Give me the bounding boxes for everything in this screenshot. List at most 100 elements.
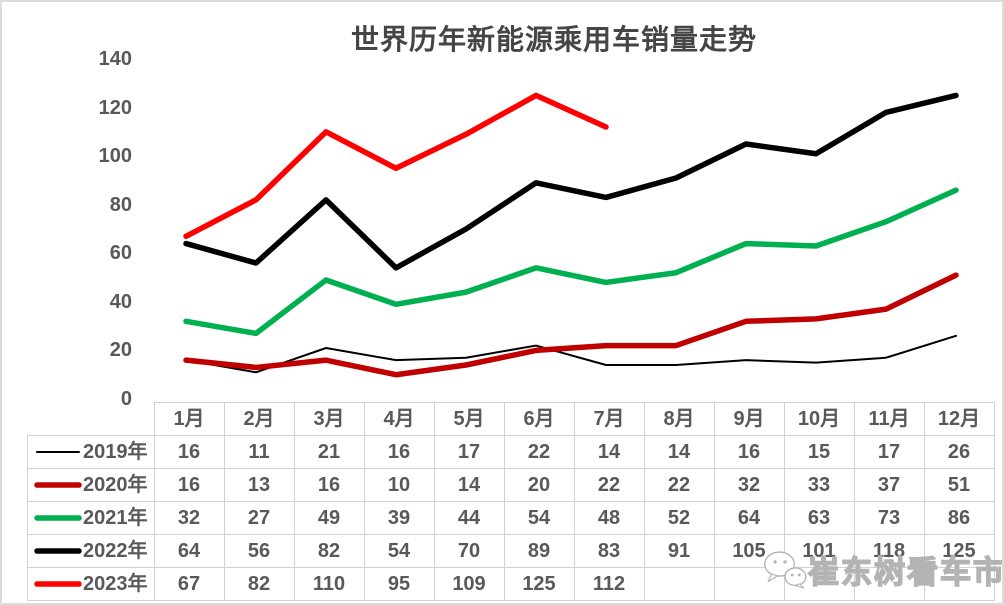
legend-year-label: 2019年	[83, 441, 148, 463]
legend-entry: 2019年	[28, 437, 153, 468]
month-header-cell: 5月	[433, 402, 505, 436]
table-row-2019: 2019年 16 11 21 16 17 22 14 14 16 15 17 26	[27, 435, 995, 469]
y-axis-label: 60	[109, 242, 132, 265]
legend-entry: 2022年	[28, 536, 153, 567]
value-cell: 16	[713, 435, 785, 469]
value-cell: 70	[433, 534, 505, 568]
month-header-row: 1月 2月 3月 4月 5月 6月 7月 8月 9月 10月 11月 12月	[28, 402, 995, 436]
value-cell: 22	[643, 468, 715, 502]
month-header-cell: 7月	[573, 402, 645, 436]
value-cell: 22	[503, 435, 575, 469]
value-cell: 26	[923, 435, 995, 469]
value-cell: 125	[503, 567, 575, 601]
month-header-cell: 3月	[293, 402, 365, 436]
value-cell: 54	[363, 534, 435, 568]
legend-line-icon	[34, 482, 82, 488]
table-row-2021: 2021年 32 27 49 39 44 54 48 52 64 63 73 86	[27, 501, 995, 535]
value-cell: 15	[783, 435, 855, 469]
value-cell: 52	[643, 501, 715, 535]
value-cell: 118	[853, 534, 925, 568]
value-cell: 56	[223, 534, 295, 568]
value-cell: 14	[573, 435, 645, 469]
data-table: 1月 2月 3月 4月 5月 6月 7月 8月 9月 10月 11月 12月 2019年 16 11 21 16…	[27, 402, 995, 601]
value-cell: 32	[153, 501, 225, 535]
value-cell: 16	[293, 468, 365, 502]
value-cell: 32	[713, 468, 785, 502]
value-cell: 17	[433, 435, 505, 469]
legend-year-label: 2020年	[83, 474, 148, 496]
series-line-2020	[183, 272, 959, 378]
y-axis-label: 40	[109, 290, 132, 313]
legend-line-icon	[34, 581, 82, 587]
value-cell: 16	[153, 468, 225, 502]
value-cell: 73	[853, 501, 925, 535]
value-cell: 20	[503, 468, 575, 502]
value-cell: 64	[713, 501, 785, 535]
value-cell: 54	[503, 501, 575, 535]
value-cell	[923, 567, 995, 601]
value-cell: 105	[713, 534, 785, 568]
legend-year-label: 2022年	[83, 540, 148, 562]
value-cell: 11	[223, 435, 295, 469]
series-line-2019	[185, 334, 957, 374]
legend-cell-2023: 2023年	[27, 567, 155, 601]
value-cell: 82	[293, 534, 365, 568]
value-cell: 33	[783, 468, 855, 502]
month-header-cell: 6月	[503, 402, 575, 436]
y-axis-label: 0	[120, 388, 132, 410]
value-cell: 89	[503, 534, 575, 568]
value-cell: 22	[573, 468, 645, 502]
series-line-2023	[183, 92, 609, 240]
legend-line-icon	[36, 451, 80, 453]
value-cell: 14	[643, 435, 715, 469]
legend-entry: 2023年	[28, 569, 153, 600]
legend-entry: 2020年	[28, 470, 153, 501]
value-cell: 64	[153, 534, 225, 568]
value-cell: 13	[223, 468, 295, 502]
value-cell: 27	[223, 501, 295, 535]
value-cell: 91	[643, 534, 715, 568]
value-cell: 95	[363, 567, 435, 601]
value-cell: 10	[363, 468, 435, 502]
value-cell: 67	[153, 567, 225, 601]
y-axis-label: 80	[109, 193, 132, 216]
value-cell: 109	[433, 567, 505, 601]
value-cell	[713, 567, 785, 601]
value-cell: 112	[573, 567, 645, 601]
table-row-2022: 2022年 64 56 82 54 70 89 83 91 105 101 118 125	[27, 534, 995, 568]
month-header-cell: 2月	[223, 402, 295, 436]
legend-cell-2019: 2019年	[27, 435, 155, 469]
value-cell: 83	[573, 534, 645, 568]
table-row-2023: 2023年 67 82 110 95 109 125 112	[27, 567, 995, 601]
legend-line-icon	[34, 548, 82, 554]
month-header-cell: 10月	[783, 402, 855, 436]
y-axis-label: 100	[98, 145, 132, 168]
value-cell: 51	[923, 468, 995, 502]
chart-title: 世界历年新能源乘用车销量走势	[350, 24, 757, 55]
value-cell	[643, 567, 715, 601]
value-cell: 37	[853, 468, 925, 502]
value-cell: 49	[293, 501, 365, 535]
series-line-2021	[183, 187, 959, 337]
value-cell: 16	[153, 435, 225, 469]
value-cell: 17	[853, 435, 925, 469]
value-cell: 14	[433, 468, 505, 502]
value-cell: 82	[223, 567, 295, 601]
month-header-cell: 9月	[713, 402, 785, 436]
series-line-2022	[183, 92, 959, 271]
value-cell: 44	[433, 501, 505, 535]
month-header-cell: 11月	[853, 402, 925, 436]
value-cell: 101	[783, 534, 855, 568]
value-cell: 63	[783, 501, 855, 535]
value-cell	[783, 567, 855, 601]
y-axis-label: 140	[98, 48, 132, 70]
legend-cell-2020: 2020年	[27, 468, 155, 502]
month-header-cell: 4月	[363, 402, 435, 436]
legend-cell-2022: 2022年	[27, 534, 155, 568]
legend-entry: 2021年	[28, 503, 153, 534]
month-header-cell: 8月	[643, 402, 715, 436]
value-cell	[853, 567, 925, 601]
y-axis-label: 120	[98, 96, 132, 119]
value-cell: 110	[293, 567, 365, 601]
